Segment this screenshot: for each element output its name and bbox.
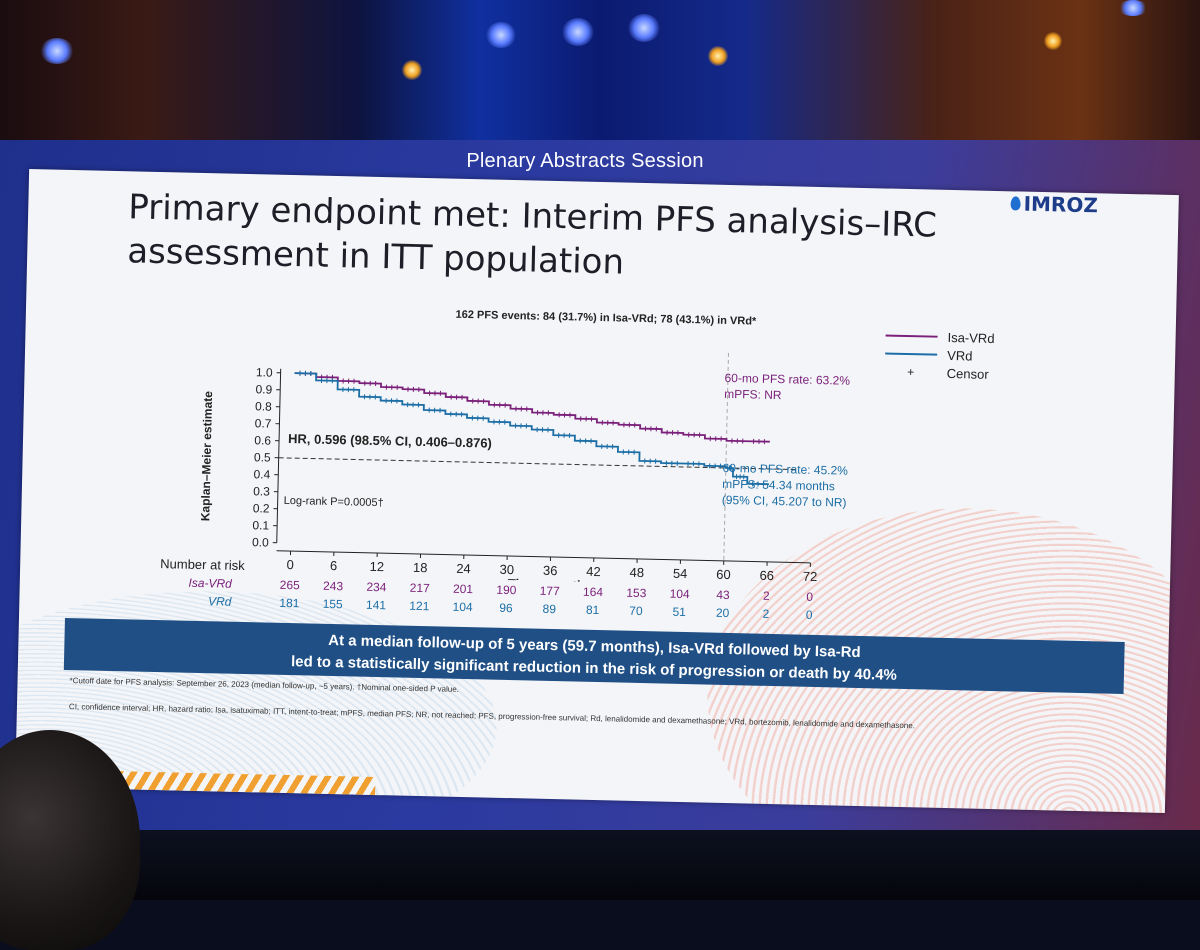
risk-row-label: Isa-VRd xyxy=(156,575,232,591)
brand-logo: IMROZ xyxy=(1010,191,1098,217)
legend-label-isa: Isa-VRd xyxy=(947,329,994,345)
brand-name: IMROZ xyxy=(1023,192,1098,218)
x-tick-label: 24 xyxy=(456,561,471,576)
annotation-vrd: 60-mo PFS rate: 45.2% mPFS: 54.34 months… xyxy=(722,460,848,511)
y-tick-label: 0.1 xyxy=(252,518,269,532)
x-tick-label: 72 xyxy=(803,569,818,584)
y-tick-label: 0.7 xyxy=(255,416,272,430)
risk-cell: 141 xyxy=(358,598,394,613)
stage-light xyxy=(402,60,422,80)
annotation-vrd-ci: (95% CI, 45.207 to NR) xyxy=(722,492,848,511)
risk-cell: 155 xyxy=(315,597,351,612)
y-tick-label: 0.0 xyxy=(252,535,269,549)
x-tick-label: 6 xyxy=(330,558,338,573)
risk-cell: 243 xyxy=(315,579,351,594)
y-tick-label: 0.3 xyxy=(253,484,270,498)
legend-swatch-vrd xyxy=(885,353,937,356)
y-tick-label: 0.9 xyxy=(255,382,272,396)
drop-icon xyxy=(1010,196,1020,210)
risk-cell: 265 xyxy=(272,578,308,593)
y-tick-label: 0.8 xyxy=(255,399,272,413)
legend-label-vrd: VRd xyxy=(947,347,973,363)
legend-swatch-isa xyxy=(886,335,938,338)
km-plot: 0.0 0.1 0.2 0.3 0.4 0.5 0.6 0.7 0.8 0.9 1.0 0 6 12 18 2… xyxy=(190,323,856,588)
x-tick-label: 0 xyxy=(286,557,294,572)
stage-light xyxy=(562,18,594,46)
risk-cell: 177 xyxy=(532,584,568,599)
stage-light xyxy=(628,14,660,42)
risk-cell: 2 xyxy=(748,606,784,621)
risk-cell: 81 xyxy=(574,603,610,618)
risk-cell: 201 xyxy=(445,582,481,597)
stage-light xyxy=(1118,0,1148,16)
risk-cell: 89 xyxy=(531,602,567,617)
stage-light xyxy=(486,22,516,48)
risk-cell: 0 xyxy=(791,607,827,622)
x-tick-label: 54 xyxy=(673,566,688,581)
y-axis-label: Kaplan–Meier estimate xyxy=(198,391,215,522)
y-tick-label: 0.2 xyxy=(253,501,270,515)
x-tick-label: 18 xyxy=(413,560,428,575)
stage-light xyxy=(708,46,728,66)
risk-cell: 190 xyxy=(488,583,524,598)
slide-title: Primary endpoint met: Interim PFS analys… xyxy=(127,185,1009,293)
legend-item-censor: + Censor xyxy=(885,363,1015,384)
annotation-isa: 60-mo PFS rate: 63.2% mPFS: NR xyxy=(724,370,850,405)
risk-cell: 70 xyxy=(618,604,654,619)
annotation-isa-mpfs: mPFS: NR xyxy=(724,386,850,405)
risk-cell: 217 xyxy=(402,581,438,596)
logrank-text: Log-rank P=0.0005† xyxy=(284,495,384,509)
x-tick-label: 42 xyxy=(586,564,601,579)
censor-icon: + xyxy=(885,365,937,380)
risk-cell: 164 xyxy=(575,585,611,600)
session-label: Plenary Abstracts Session xyxy=(420,150,750,173)
risk-cell: 2 xyxy=(748,588,784,603)
risk-cell: 96 xyxy=(488,601,524,616)
x-tick-label: 66 xyxy=(759,568,774,583)
risk-cell: 234 xyxy=(358,580,394,595)
x-tick-label: 36 xyxy=(543,563,558,578)
risk-row-label: VRd xyxy=(155,593,231,609)
risk-cell: 181 xyxy=(271,596,307,611)
legend-label-censor: Censor xyxy=(947,365,989,381)
risk-cell: 0 xyxy=(791,589,827,604)
x-tick-label: 30 xyxy=(499,562,514,577)
y-tick-label: 1.0 xyxy=(256,365,273,379)
x-axis-line xyxy=(277,551,811,563)
risk-cell: 51 xyxy=(661,604,697,619)
risk-cell: 104 xyxy=(445,600,481,615)
risk-table-header: Number at risk xyxy=(160,556,245,573)
y-tick-label: 0.5 xyxy=(254,450,271,464)
risk-cell: 121 xyxy=(401,599,437,614)
risk-cell: 104 xyxy=(662,586,698,601)
y-axis-line xyxy=(277,369,281,543)
x-tick-label: 12 xyxy=(369,559,384,574)
risk-cell: 20 xyxy=(704,605,740,620)
presentation-slide: Primary endpoint met: Interim PFS analys… xyxy=(15,169,1179,813)
y-tick-label: 0.6 xyxy=(254,433,271,447)
risk-cell: 43 xyxy=(705,587,741,602)
x-tick-label: 60 xyxy=(716,567,731,582)
stage-light xyxy=(1044,32,1062,50)
chart-legend: Isa-VRd VRd + Censor xyxy=(885,327,1016,384)
y-tick-label: 0.4 xyxy=(253,467,270,481)
stage-light xyxy=(40,38,74,64)
x-tick-label: 48 xyxy=(629,565,644,580)
risk-cell: 153 xyxy=(618,586,654,601)
